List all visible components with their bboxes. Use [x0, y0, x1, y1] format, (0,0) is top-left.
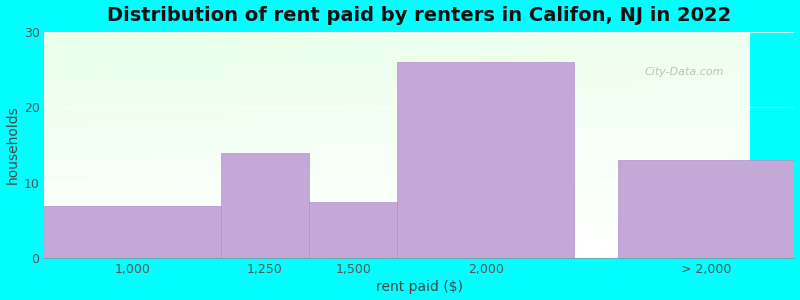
Bar	[618, 160, 794, 258]
X-axis label: rent paid ($): rent paid ($)	[376, 280, 463, 294]
Bar	[398, 62, 574, 258]
Bar	[45, 206, 221, 258]
Bar	[221, 153, 309, 258]
Text: City-Data.com: City-Data.com	[645, 68, 724, 77]
Bar	[309, 202, 398, 258]
Y-axis label: households: households	[6, 106, 19, 184]
Title: Distribution of rent paid by renters in Califon, NJ in 2022: Distribution of rent paid by renters in …	[107, 6, 731, 25]
